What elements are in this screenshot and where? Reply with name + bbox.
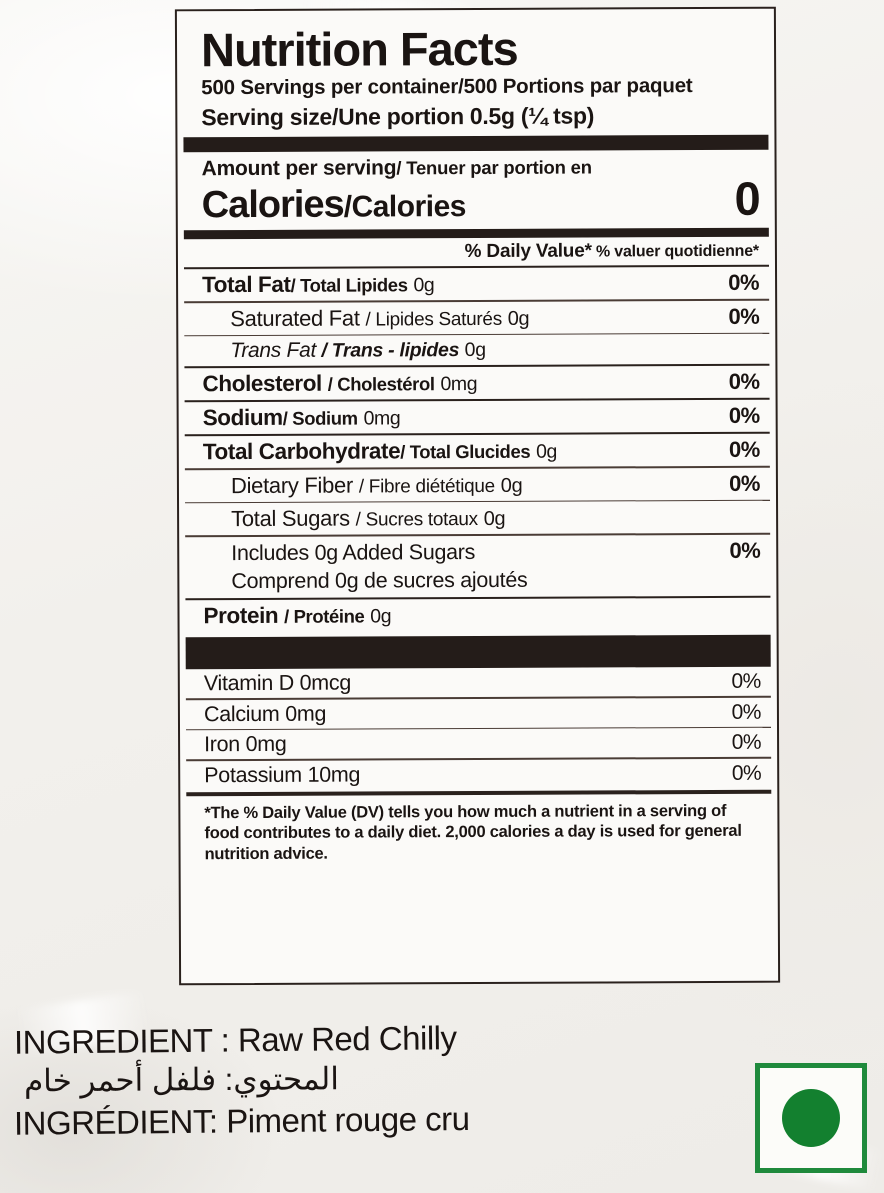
micronutrient-row-vitamin-d: Vitamin D 0mcg 0% (180, 667, 777, 699)
daily-value-header-fr: % valuer quotidienne* (591, 242, 759, 261)
nutrient-row-sodium: Sodium/ Sodium 0mg 0% (179, 400, 776, 435)
nutrient-amount: 0mg (440, 373, 478, 396)
nutrient-row-cholesterol: Cholesterol / Cholestérol 0mg 0% (178, 366, 775, 401)
divider-thick-micronutrients (185, 634, 771, 670)
calories-label-en: Calories (201, 183, 344, 227)
nutrient-name-fr: / Sucres totaux (355, 509, 478, 531)
micronutrient-dv-potassium: 0% (731, 761, 762, 785)
nutrient-row-total-carbohydrate: Total Carbohydrate/ Total Glucides 0g 0% (179, 434, 776, 469)
micronutrient-row-potassium: Potassium 10mg 0% (180, 759, 777, 791)
nutrient-dv-saturated-fat: 0% (728, 303, 760, 329)
vegetarian-mark-icon (755, 1063, 867, 1173)
vegetarian-green-dot-icon (782, 1089, 840, 1147)
calories-label: Calories/Calories (201, 183, 467, 227)
ingredient-arabic: المحتوي: فلفل أحمر خام (23, 1061, 340, 1099)
nutrition-facts-title: Nutrition Facts (200, 21, 518, 77)
micronutrient-dv-vitamin-d: 0% (731, 669, 761, 693)
micronutrient-name-calcium: Calcium 0mg (203, 701, 327, 726)
nutrient-dv-added-sugars: 0% (729, 537, 761, 563)
nutrient-name-en: Trans Fat (230, 338, 317, 363)
nutrient-amount: 0g (536, 440, 558, 463)
nutrient-name-en: Total Fat (202, 271, 291, 298)
nutrient-amount: 0mg (363, 407, 401, 430)
nutrient-amount: 0g (507, 307, 530, 330)
micronutrient-name-potassium: Potassium 10mg (204, 762, 361, 788)
nutrient-dv-total-carbohydrate: 0% (728, 437, 760, 463)
nutrient-dv-cholesterol: 0% (728, 369, 760, 395)
nutrient-dv-total-fat: 0% (728, 269, 760, 295)
nutrient-name-sodium: Sodium/ Sodium 0mg (203, 405, 401, 432)
micronutrient-dv-iron: 0% (731, 730, 762, 755)
nutrient-name-fr: / Trans - lipides (321, 339, 460, 362)
nutrient-name-saturated-fat: Saturated Fat / Lipides Saturés 0g (230, 304, 529, 331)
nutrient-name-added-sugars: Includes 0g Added Sugars Comprend 0g de … (231, 539, 527, 595)
calories-row: Calories/Calories 0 (178, 171, 775, 227)
nutrient-row-trans-fat: Trans Fat / Trans - lipides 0g (178, 334, 775, 367)
nutrition-facts-panel: Nutrition Facts 500 Servings per contain… (174, 6, 781, 986)
nutrient-name-total-fat: Total Fat/ Total Lipides 0g (202, 271, 434, 298)
daily-value-header-en: % Daily Value* (464, 240, 592, 263)
nutrient-amount: 0g (483, 508, 506, 531)
added-sugars-fr: Comprend 0g de sucres ajoutés (231, 567, 528, 593)
ingredient-french: INGRÉDIENT: Piment rouge cru (13, 1099, 470, 1142)
micronutrient-dv-calcium: 0% (731, 700, 761, 724)
added-sugars-en: Includes 0g Added Sugars (231, 540, 476, 566)
nutrient-row-dietary-fiber: Dietary Fiber / Fibre diététique 0g 0% (179, 468, 776, 503)
nutrient-name-fr: / Sodium (282, 407, 358, 430)
nutrient-name-total-carbohydrate: Total Carbohydrate/ Total Glucides 0g (203, 438, 557, 466)
daily-value-footnote: *The % Daily Value (DV) tells you how mu… (204, 801, 742, 863)
nutrient-name-en: Protein (203, 602, 279, 629)
nutrient-amount: 0g (413, 274, 435, 297)
amount-per-serving-fr: / Tenuer par portion en (396, 156, 592, 179)
nutrient-name-dietary-fiber: Dietary Fiber / Fibre diététique 0g (231, 472, 523, 499)
nutrient-name-fr: / Total Glucides (400, 441, 531, 463)
nutrient-row-total-sugars: Total Sugars / Sucres totaux 0g (179, 501, 776, 536)
nutrient-row-added-sugars: Includes 0g Added Sugars Comprend 0g de … (179, 535, 776, 599)
nutrient-name-fr: / Fibre diététique (358, 475, 495, 498)
amount-per-serving-en: Amount per serving (201, 156, 397, 181)
nutrient-name-en: Total Sugars (231, 505, 350, 532)
nutrient-name-protein: Protein / Protéine 0g (203, 602, 391, 629)
nutrient-name-fr: / Lipides Saturés (365, 308, 502, 331)
nutrient-amount: 0g (370, 605, 392, 628)
nutrient-row-saturated-fat: Saturated Fat / Lipides Saturés 0g 0% (178, 300, 775, 335)
nutrient-amount: 0g (464, 339, 486, 362)
daily-value-header: % Daily Value* % valuer quotidienne* (178, 237, 775, 268)
nutrient-name-en: Total Carbohydrate (202, 438, 401, 465)
nutrient-row-total-fat: Total Fat/ Total Lipides 0g 0% (178, 267, 775, 302)
micronutrient-name-vitamin-d: Vitamin D 0mcg (203, 670, 352, 696)
nutrient-name-total-sugars: Total Sugars / Sucres totaux 0g (231, 505, 505, 532)
ingredients-block: INGREDIENT : Raw Red Chilly المحتوي: فلف… (14, 1019, 734, 1141)
nutrient-name-cholesterol: Cholesterol / Cholestérol 0mg (202, 370, 477, 397)
nutrient-amount: 0g (500, 474, 523, 497)
nutrient-dv-sodium: 0% (728, 403, 760, 429)
nutrient-dv-dietary-fiber: 0% (729, 470, 761, 496)
serving-size: Serving size/Une portion 0.5g (¼ tsp) (201, 102, 595, 131)
nutrient-name-en: Dietary Fiber (230, 472, 354, 498)
nutrient-name-en: Sodium (202, 405, 283, 431)
micronutrient-row-calcium: Calcium 0mg 0% (180, 697, 777, 729)
nutrient-name-fr: / Cholestérol (327, 373, 435, 395)
nutrient-row-protein: Protein / Protéine 0g (179, 598, 776, 633)
nutrient-name-en: Saturated Fat (230, 305, 360, 331)
calories-label-fr: /Calories (343, 190, 467, 224)
micronutrient-row-iron: Iron 0mg 0% (180, 728, 777, 760)
nutrient-name-en: Cholesterol (202, 370, 322, 397)
ingredient-english: INGREDIENT : Raw Red Chilly (13, 1019, 457, 1061)
nutrient-name-fr: / Protéine (284, 605, 365, 627)
nutrient-name-fr: / Total Lipides (290, 274, 408, 296)
micronutrient-name-iron: Iron 0mg (204, 732, 287, 757)
calories-value: 0 (734, 171, 761, 225)
nutrient-name-trans-fat: Trans Fat / Trans - lipides 0g (230, 338, 485, 363)
